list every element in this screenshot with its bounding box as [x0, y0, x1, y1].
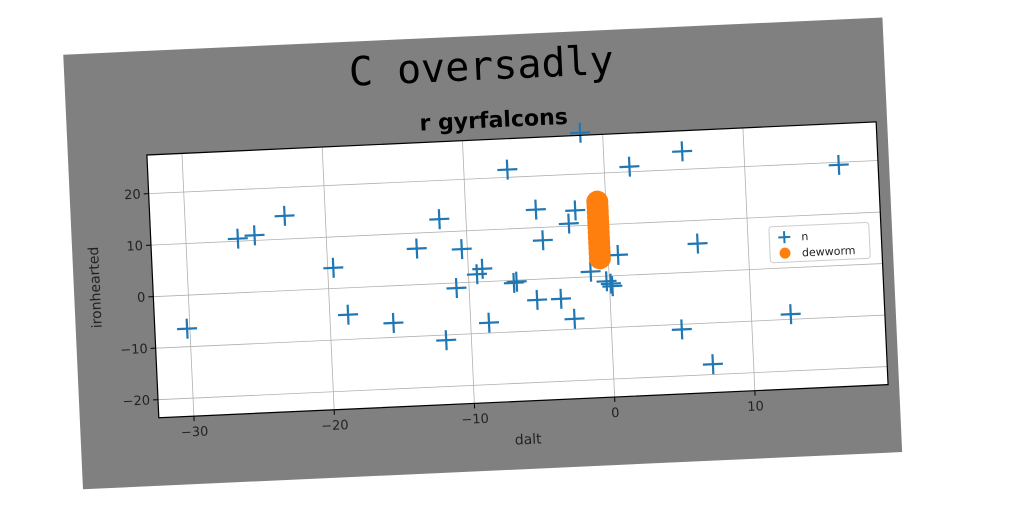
y-grid-line [153, 263, 883, 298]
x-grid-line [742, 127, 756, 391]
data-point-n [177, 318, 198, 339]
data-point-n [406, 238, 427, 259]
data-point-n [525, 199, 546, 220]
data-point-n [607, 244, 629, 265]
legend-marker-circle [779, 247, 791, 259]
legend-marker-plus [783, 231, 786, 244]
data-point-n [550, 288, 571, 309]
data-point-n [564, 308, 585, 329]
data-point-n [619, 156, 640, 177]
data-point-n [702, 354, 723, 375]
data-point-dewworm [588, 247, 611, 270]
data-point-n [671, 319, 692, 340]
data-points [177, 122, 849, 375]
grid-lines [148, 127, 888, 417]
data-point-n [244, 225, 265, 246]
data-point-n [497, 159, 518, 180]
data-point-n [383, 312, 404, 333]
y-grid-line [157, 366, 888, 401]
plot-frame [146, 121, 889, 419]
x-tick-label: −10 [461, 412, 489, 428]
data-point-n [436, 330, 457, 351]
data-point-n [532, 230, 553, 251]
data-point-n [274, 205, 295, 226]
legend-label: dewworm [802, 244, 856, 259]
data-point-n [558, 213, 579, 234]
data-point-n [600, 273, 621, 294]
data-point-n [429, 209, 450, 230]
data-point-n [338, 304, 359, 325]
data-point-n [323, 257, 344, 278]
y-tick-label: 10 [126, 239, 143, 255]
plot-area [146, 121, 889, 418]
data-point-n [478, 312, 500, 333]
y-tick-label: 20 [124, 188, 141, 204]
data-point-n [227, 228, 248, 249]
data-point-n [602, 276, 623, 297]
data-point-n [446, 278, 467, 299]
x-grid-line [321, 147, 335, 410]
data-point-n [570, 122, 591, 143]
legend-label: n [801, 230, 809, 243]
data-point-n [672, 141, 693, 162]
data-point-n [451, 239, 472, 260]
y-grid-line [148, 160, 878, 195]
x-tick-label: −20 [321, 418, 349, 434]
data-point-n [780, 304, 801, 325]
x-tick-label: −30 [181, 425, 209, 441]
data-point-n [565, 200, 586, 221]
x-tick-label: 0 [611, 406, 620, 421]
y-tick-label: −20 [122, 394, 150, 410]
y-tick-label: −10 [120, 342, 148, 358]
x-grid-line [602, 134, 616, 398]
y-axis-label: ironhearted [86, 246, 106, 328]
y-grid-line [150, 211, 881, 246]
x-grid-line [181, 153, 195, 417]
x-axis-label: dalt [514, 431, 542, 448]
axis-ticks: −30 −20 −10 0 10 −20 −10 0 10 20 [120, 188, 764, 441]
x-grid-line [462, 140, 475, 404]
y-grid-line [155, 314, 885, 349]
x-tick-label: 10 [747, 399, 764, 415]
legend-box [768, 221, 871, 264]
data-point-n [527, 289, 548, 310]
data-point-n [580, 261, 601, 282]
data-point-n [472, 258, 493, 279]
data-point-n [506, 271, 527, 292]
data-point-n [687, 233, 708, 254]
data-point-n [828, 154, 849, 175]
y-tick-label: 0 [137, 291, 146, 306]
